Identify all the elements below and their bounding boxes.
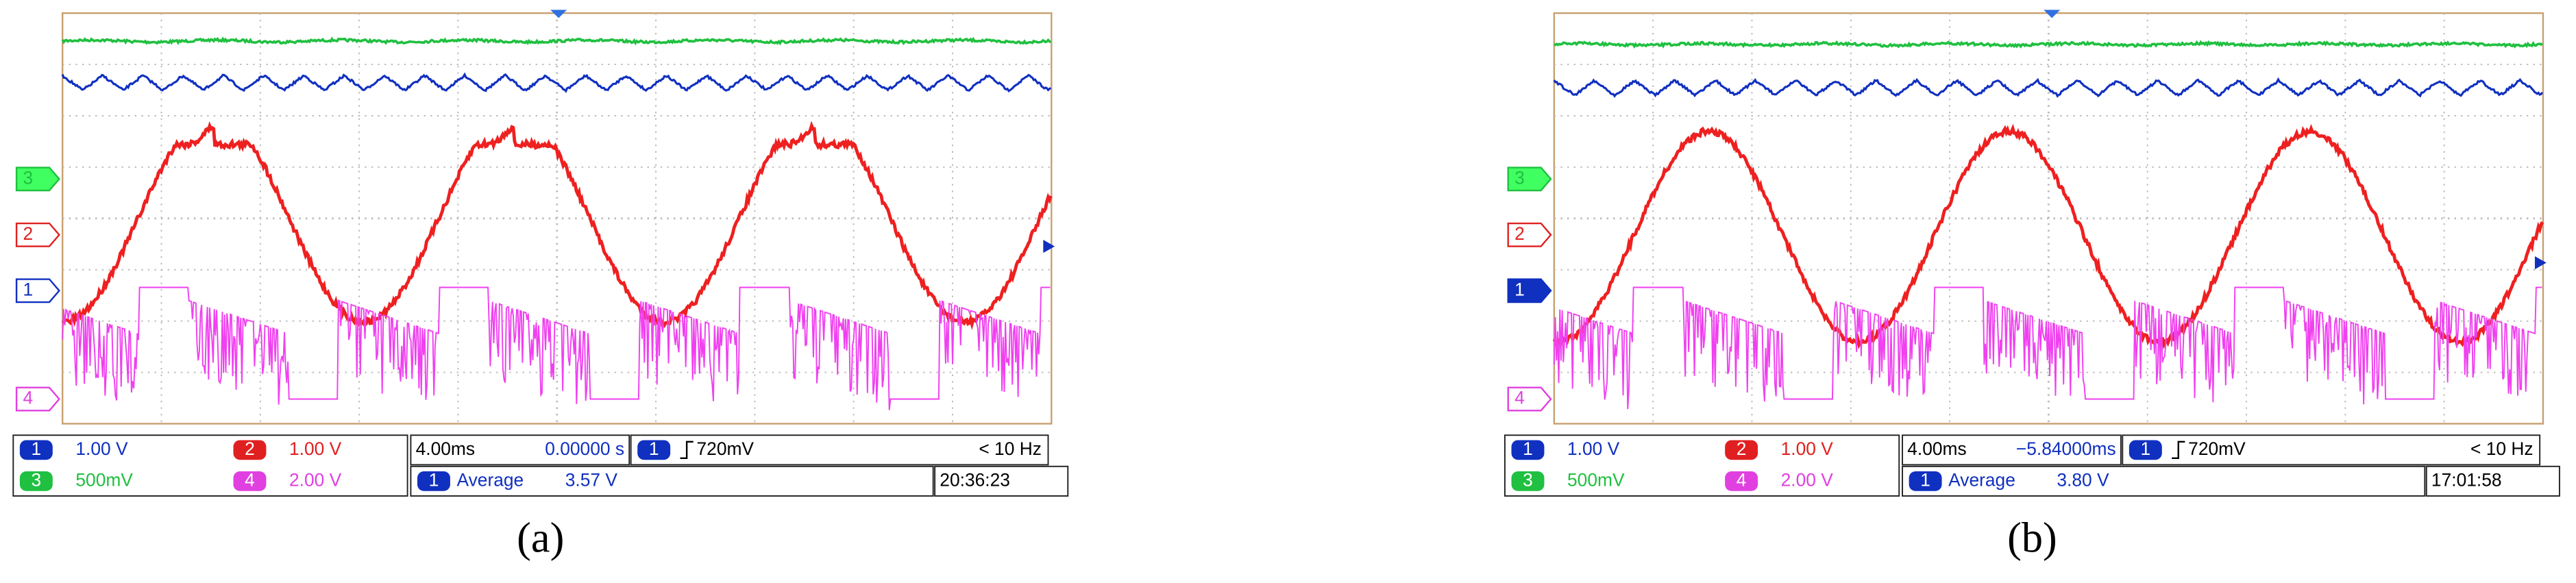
channel-badge — [1725, 471, 1758, 491]
channel-marker-label: 3 — [23, 167, 34, 188]
channel-marker-label: 4 — [23, 387, 34, 408]
channel-3-trace — [1554, 40, 2544, 49]
channel-badge — [1511, 471, 1545, 491]
trigger-badge — [637, 440, 671, 460]
measure-name: Average — [1948, 469, 2015, 490]
trigger-level: 720mV — [697, 438, 755, 459]
trigger-marker — [2534, 256, 2547, 270]
channel-badge — [1725, 440, 1758, 460]
delay: 0.00000 s — [545, 438, 624, 459]
channel-badge-label: 1 — [1523, 438, 1533, 459]
channel-marker-label: 1 — [1514, 279, 1525, 299]
channel-marker — [15, 222, 60, 247]
channel-scale: 2.00 V — [289, 469, 342, 490]
channel-scale: 1.00 V — [289, 438, 342, 459]
channel-4-trace — [1553, 286, 2542, 410]
scope-panel: 3 2 1 4 1 1.00 V 2 1.00 V 3 500mV 4 2.00 V 4.00ms 0.0… — [12, 10, 1069, 561]
channel-badge — [233, 440, 267, 460]
channel-box — [1504, 434, 1900, 497]
trigger-pos-marker — [2044, 10, 2061, 18]
channel-marker-label: 4 — [1514, 387, 1525, 408]
channel-badge-label: 3 — [1523, 469, 1533, 490]
timebase-box — [1902, 434, 2122, 466]
channel-1-trace — [61, 72, 1052, 93]
measure-box — [1902, 465, 2426, 497]
channel-marker — [15, 386, 60, 412]
trigger-box — [2122, 434, 2541, 466]
timebase: 4.00ms — [1907, 438, 1966, 459]
channel-badge-label: 4 — [245, 469, 255, 490]
panel-label: (a) — [517, 514, 564, 561]
channel-marker-label: 2 — [23, 223, 34, 244]
trigger-level: 720mV — [2188, 438, 2246, 459]
panel-label: (b) — [2007, 514, 2057, 561]
channel-box — [12, 434, 408, 497]
channel-scale: 1.00 V — [1567, 438, 1620, 459]
channel-badge — [1511, 440, 1545, 460]
measure-value: 3.80 V — [2057, 469, 2109, 490]
clock-box — [2425, 465, 2560, 497]
channel-2-trace — [61, 121, 1053, 330]
channel-badge-label: 2 — [245, 438, 255, 459]
channel-badge-label: 1 — [32, 438, 42, 459]
trigger-edge-icon — [680, 441, 694, 460]
measure-channel: 1 — [1920, 469, 1930, 490]
trigger-frequency: < 10 Hz — [979, 438, 1042, 459]
channel-badge — [19, 440, 53, 460]
channel-3-trace — [61, 36, 1052, 46]
channel-1-trace — [1553, 77, 2544, 98]
channel-marker — [15, 278, 60, 303]
timebase: 4.00ms — [416, 438, 475, 459]
channel-badge — [19, 471, 53, 491]
channel-badge-label: 3 — [32, 469, 42, 490]
channel-scale: 2.00 V — [1781, 469, 1834, 490]
channel-scale: 1.00 V — [1781, 438, 1834, 459]
channel-marker — [1507, 222, 1552, 247]
channel-scale: 500mV — [1567, 469, 1625, 490]
measure-badge — [1909, 471, 1942, 491]
channel-marker-label: 3 — [1514, 167, 1525, 188]
channel-marker-label: 2 — [1514, 223, 1525, 244]
clock: 17:01:58 — [2431, 469, 2502, 490]
trigger-box — [630, 434, 1049, 466]
delay: −5.84000ms — [2016, 438, 2116, 459]
measure-box — [410, 465, 934, 497]
measure-badge — [417, 471, 450, 491]
trigger-channel: 1 — [649, 438, 659, 459]
channel-marker — [15, 166, 60, 192]
trigger-edge-icon — [2172, 441, 2185, 460]
trigger-marker — [1043, 239, 1055, 253]
channel-2-trace — [1552, 123, 2544, 350]
channel-marker — [1507, 386, 1552, 412]
channel-marker — [1507, 278, 1552, 303]
trigger-badge — [2129, 440, 2162, 460]
channel-scale: 1.00 V — [75, 438, 128, 459]
clock: 20:36:23 — [940, 469, 1010, 490]
trigger-frequency: < 10 Hz — [2470, 438, 2534, 459]
channel-scale: 500mV — [75, 469, 133, 490]
channel-badge — [233, 471, 267, 491]
trigger-channel: 1 — [2140, 438, 2150, 459]
channel-marker-label: 1 — [23, 279, 34, 299]
measure-value: 3.57 V — [565, 469, 618, 490]
channel-badge-label: 2 — [1737, 438, 1747, 459]
clock-box — [934, 465, 1069, 497]
trigger-pos-marker — [550, 10, 567, 18]
channel-marker — [1507, 166, 1552, 192]
channel-badge-label: 4 — [1737, 469, 1747, 490]
timebase-box — [410, 434, 630, 466]
measure-channel: 1 — [429, 469, 439, 490]
channel-4-trace — [62, 286, 1051, 410]
scope-panel: 3 2 1 4 1 1.00 V 2 1.00 V 3 500mV 4 2.00 V 4.00ms −5.… — [1504, 10, 2560, 561]
measure-name: Average — [457, 469, 524, 490]
